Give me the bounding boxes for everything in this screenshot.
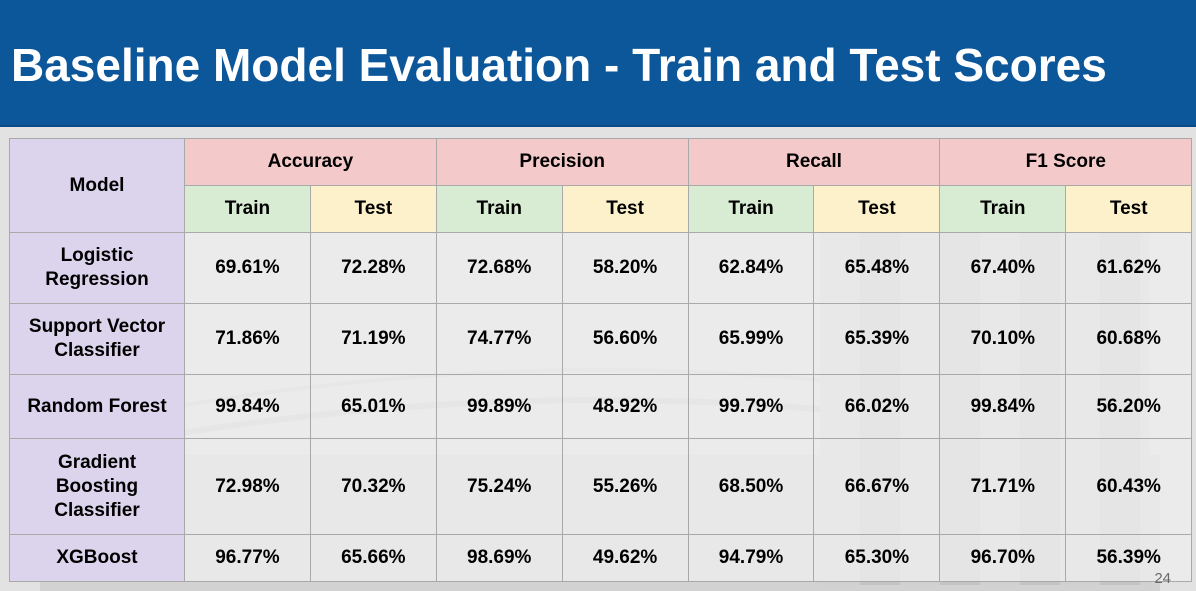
table-cell: 65.99%	[687, 303, 815, 375]
table-cell: 99.89%	[435, 374, 563, 439]
split-header-row: Train Test Train Test Train Test Train T…	[10, 185, 1193, 233]
test-header: Test	[1065, 185, 1193, 233]
model-name: Logistic Regression	[9, 232, 185, 304]
table-cell: 56.20%	[1065, 374, 1193, 439]
table-cell: 75.24%	[435, 438, 563, 535]
test-header: Test	[309, 185, 437, 233]
table-row: Support Vector Classifier 71.86% 71.19% 7…	[9, 303, 1193, 375]
metric-header-recall: Recall	[687, 138, 941, 186]
table-cell: 56.39%	[1065, 534, 1193, 582]
table-row: Random Forest 99.84% 65.01% 99.89% 48.92…	[9, 374, 1193, 439]
table-cell: 71.86%	[184, 303, 311, 375]
metric-header-accuracy: Accuracy	[184, 138, 437, 186]
table-cell: 66.02%	[813, 374, 941, 439]
table-cell: 70.10%	[939, 303, 1067, 375]
table-cell: 99.79%	[687, 374, 815, 439]
table-row: Gradient Boosting Classifier 72.98% 70.32%…	[9, 438, 1193, 535]
model-name: XGBoost	[9, 534, 185, 582]
table-cell: 96.77%	[184, 534, 311, 582]
table-cell: 71.19%	[309, 303, 437, 375]
train-header: Train	[939, 185, 1067, 233]
table-cell: 49.62%	[561, 534, 689, 582]
table-cell: 98.69%	[435, 534, 563, 582]
table-cell: 66.67%	[813, 438, 941, 535]
train-header: Train	[435, 185, 563, 233]
table-cell: 65.01%	[309, 374, 437, 439]
model-name: Random Forest	[9, 374, 185, 439]
table-cell: 72.98%	[184, 438, 311, 535]
table-cell: 58.20%	[561, 232, 689, 304]
table-cell: 72.68%	[435, 232, 563, 304]
table-cell: 48.92%	[561, 374, 689, 439]
slide-title: Baseline Model Evaluation - Train and Te…	[11, 39, 1107, 91]
table-cell: 65.39%	[813, 303, 941, 375]
table-cell: 68.50%	[687, 438, 815, 535]
model-name: Support Vector Classifier	[9, 303, 185, 375]
table-row: Logistic Regression 69.61% 72.28% 72.68% …	[9, 232, 1193, 304]
table-cell: 62.84%	[687, 232, 815, 304]
table-cell: 74.77%	[435, 303, 563, 375]
metric-header-row: Model Accuracy Precision Recall F1 Score	[9, 138, 1193, 233]
table-cell: 60.68%	[1065, 303, 1193, 375]
metric-header-f1-score: F1 Score	[939, 138, 1193, 186]
table-cell: 70.32%	[309, 438, 437, 535]
table-cell: 96.70%	[939, 534, 1067, 582]
table-row: XGBoost 96.77% 65.66% 98.69% 49.62% 94.7…	[9, 534, 1193, 582]
table-cell: 71.71%	[939, 438, 1067, 535]
train-header: Train	[184, 185, 311, 233]
table-cell: 69.61%	[184, 232, 311, 304]
test-header: Test	[561, 185, 689, 233]
table-cell: 56.60%	[561, 303, 689, 375]
page-number: 24	[1154, 570, 1171, 587]
title-bar: Baseline Model Evaluation - Train and Te…	[0, 0, 1196, 127]
table-cell: 65.30%	[813, 534, 941, 582]
table-cell: 99.84%	[184, 374, 311, 439]
model-column-header: Model	[9, 138, 185, 233]
scores-table: Model Accuracy Precision Recall F1 Score…	[9, 138, 1193, 582]
table-cell: 61.62%	[1065, 232, 1193, 304]
model-name: Gradient Boosting Classifier	[9, 438, 185, 535]
table-cell: 65.48%	[813, 232, 941, 304]
table-cell: 99.84%	[939, 374, 1067, 439]
table-cell: 94.79%	[687, 534, 815, 582]
table-cell: 60.43%	[1065, 438, 1193, 535]
train-header: Train	[687, 185, 815, 233]
test-header: Test	[813, 185, 941, 233]
table-cell: 65.66%	[309, 534, 437, 582]
metric-header-precision: Precision	[435, 138, 689, 186]
table-cell: 67.40%	[939, 232, 1067, 304]
table-cell: 55.26%	[561, 438, 689, 535]
table-cell: 72.28%	[309, 232, 437, 304]
